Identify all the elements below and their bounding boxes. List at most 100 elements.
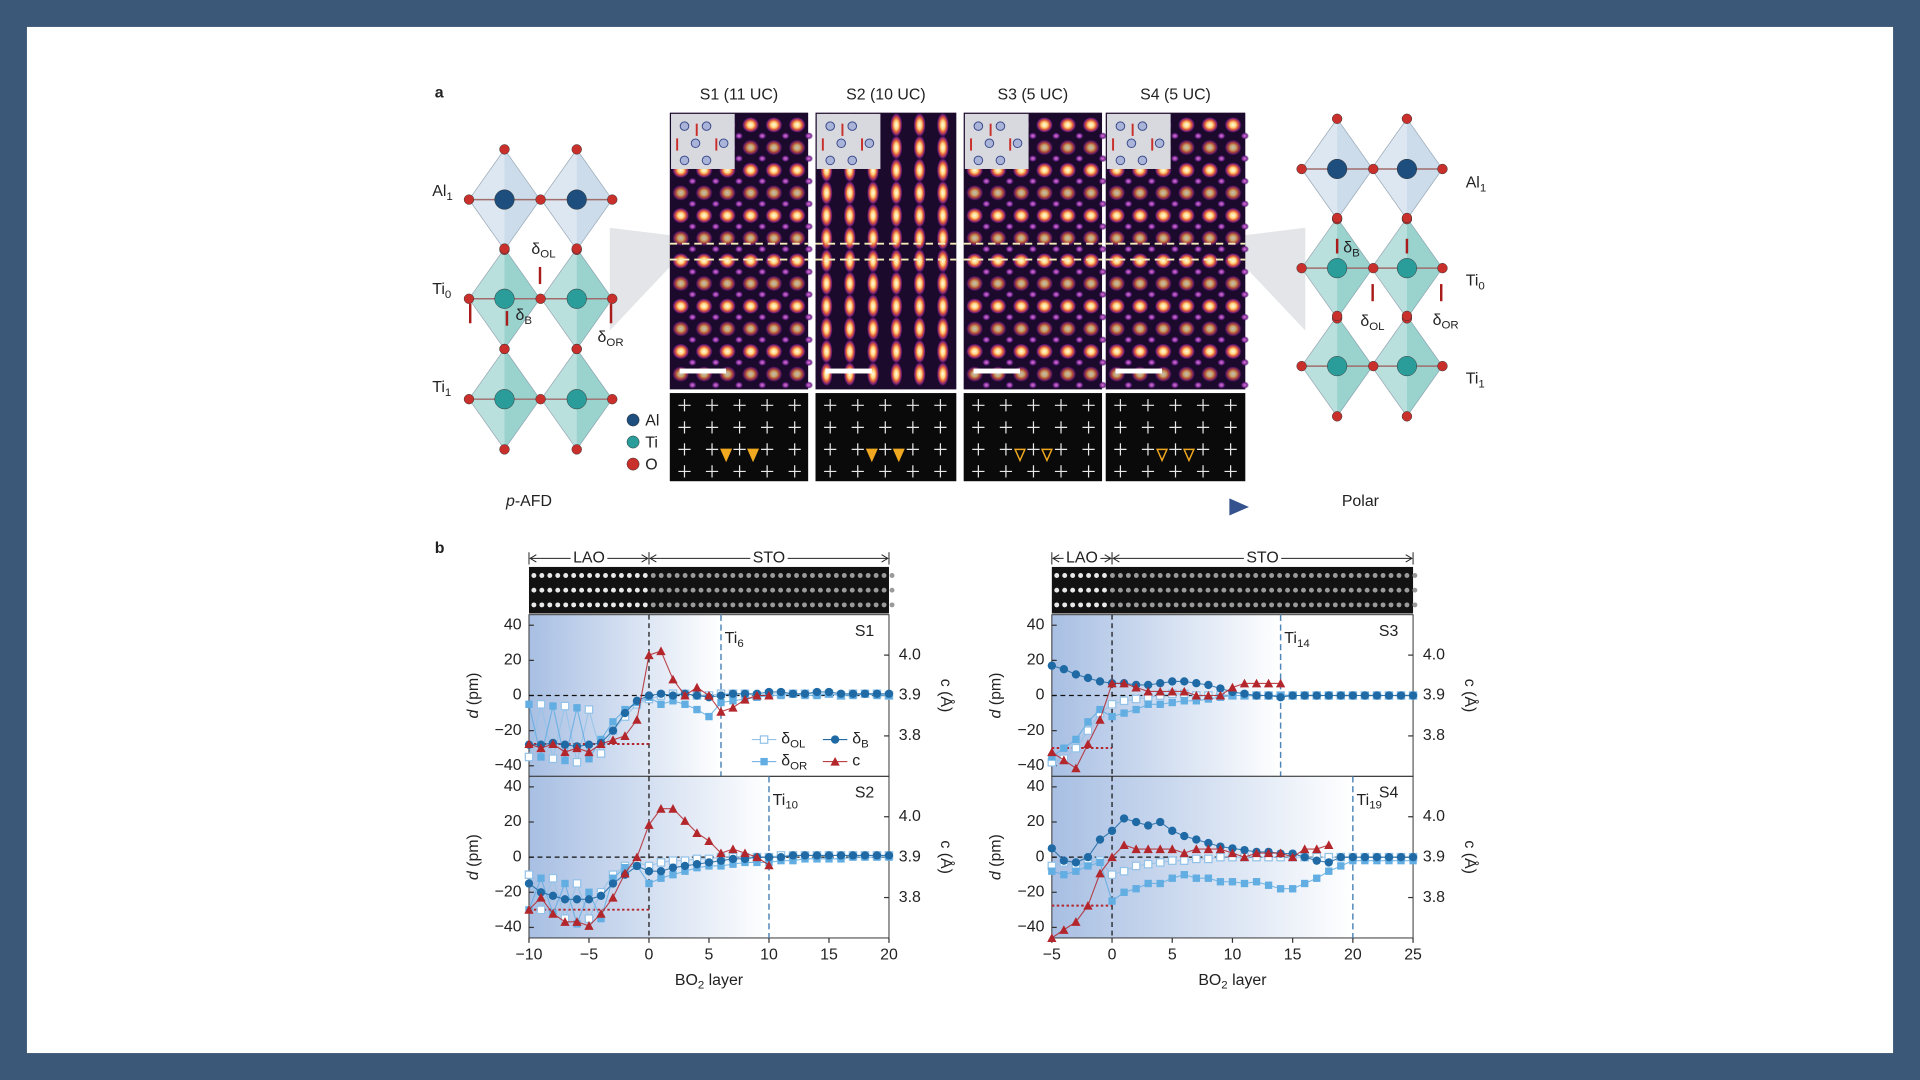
data-point xyxy=(632,715,642,724)
strip-atom xyxy=(603,602,608,608)
strip-atom xyxy=(1165,587,1171,593)
atom xyxy=(1437,263,1448,274)
layer-label-part: 1 xyxy=(1480,183,1486,195)
data-point xyxy=(560,740,570,749)
inset-atom xyxy=(1115,155,1126,166)
region-label-bg xyxy=(1063,549,1101,567)
atom-column xyxy=(1124,313,1133,321)
data-point xyxy=(788,851,798,860)
y-tick-label: −40 xyxy=(495,919,522,936)
layer-label: Ti1 xyxy=(1466,371,1485,391)
strip-atom xyxy=(1078,573,1084,578)
data-point xyxy=(872,689,882,698)
data-point xyxy=(1324,858,1333,867)
data-point xyxy=(884,851,894,860)
atom-column xyxy=(1108,343,1126,360)
layer-label-part: Al xyxy=(432,183,446,200)
strip-atom xyxy=(1133,602,1139,608)
data-point xyxy=(668,691,678,700)
data-point xyxy=(680,861,690,871)
atom-column xyxy=(1035,366,1054,383)
fft-spot xyxy=(851,443,864,456)
atom-column xyxy=(1005,222,1014,231)
data-point xyxy=(644,820,654,829)
strip-atom xyxy=(1245,573,1251,578)
atom-column xyxy=(804,336,814,344)
atom-column xyxy=(1201,184,1219,201)
atom xyxy=(463,394,475,405)
atom-column xyxy=(688,381,697,389)
fft-spot xyxy=(733,421,746,434)
data-point xyxy=(1179,686,1189,696)
strip-atom xyxy=(857,573,863,578)
atom xyxy=(1327,356,1348,377)
atom-column xyxy=(672,366,690,383)
data-point xyxy=(1227,848,1238,858)
layer-label-part: 1 xyxy=(1478,379,1484,391)
atom-column xyxy=(1075,132,1084,140)
legend-label-part: OR xyxy=(790,761,807,773)
strip-atom xyxy=(1110,573,1115,578)
y-tick-label: 0 xyxy=(513,848,522,865)
x-axis-label-part: BO xyxy=(675,972,698,989)
strip-atom xyxy=(658,602,664,608)
data-point xyxy=(669,871,677,879)
strip-atom xyxy=(833,587,839,593)
strip-atom xyxy=(563,573,569,578)
strip-atom xyxy=(770,587,776,593)
atom-column xyxy=(1012,207,1030,224)
fft-spot xyxy=(788,421,801,434)
atom-column xyxy=(672,343,690,360)
strip-atom xyxy=(770,573,776,578)
atom-column xyxy=(711,358,720,367)
atom-column xyxy=(1082,230,1100,247)
data-point xyxy=(1252,691,1261,700)
atom-column xyxy=(1193,381,1203,389)
atom-column xyxy=(936,157,949,183)
data-point xyxy=(1300,852,1309,862)
data-point xyxy=(1300,844,1310,854)
strip-atom xyxy=(690,573,696,578)
data-point xyxy=(632,696,642,705)
data-point xyxy=(1107,870,1117,879)
fft-spot xyxy=(1141,421,1155,434)
strip-atom xyxy=(754,587,760,593)
data-point xyxy=(1288,885,1297,893)
data-point xyxy=(740,694,750,704)
strip-atom xyxy=(1070,573,1076,578)
data-point xyxy=(681,700,689,708)
strip-atom xyxy=(531,602,537,608)
atom-column xyxy=(765,139,783,156)
atom-column xyxy=(688,268,697,276)
data-point xyxy=(1095,835,1105,844)
fft-spot xyxy=(972,399,985,412)
atom-column xyxy=(866,203,880,228)
strip-atom xyxy=(1332,587,1338,593)
atom xyxy=(626,457,640,471)
atom-column xyxy=(804,268,814,276)
atom-column xyxy=(1012,298,1030,315)
chart-title: S3 xyxy=(1379,623,1399,640)
strip-atom xyxy=(762,573,768,578)
atom-column xyxy=(989,366,1007,383)
atom-column xyxy=(1012,343,1030,360)
fft-spot xyxy=(1082,421,1095,434)
data-point xyxy=(584,895,594,904)
data-point xyxy=(1240,879,1249,888)
atom-column xyxy=(1177,139,1196,156)
x-axis-label-part: 2 xyxy=(698,980,704,992)
atom xyxy=(1396,258,1417,279)
atom-column xyxy=(1108,366,1126,383)
inset-atom xyxy=(973,121,984,131)
strip-atom xyxy=(1340,573,1346,578)
data-point xyxy=(1119,866,1129,876)
data-point xyxy=(692,691,702,700)
atom-column xyxy=(1170,154,1180,163)
atom xyxy=(626,435,640,449)
strip-atom xyxy=(1308,573,1314,578)
superlattice-marker xyxy=(892,448,905,463)
data-point xyxy=(1167,686,1177,696)
atom-column xyxy=(1193,177,1203,185)
data-point xyxy=(1047,747,1057,757)
y-axis-label: d (pm) xyxy=(465,834,482,880)
